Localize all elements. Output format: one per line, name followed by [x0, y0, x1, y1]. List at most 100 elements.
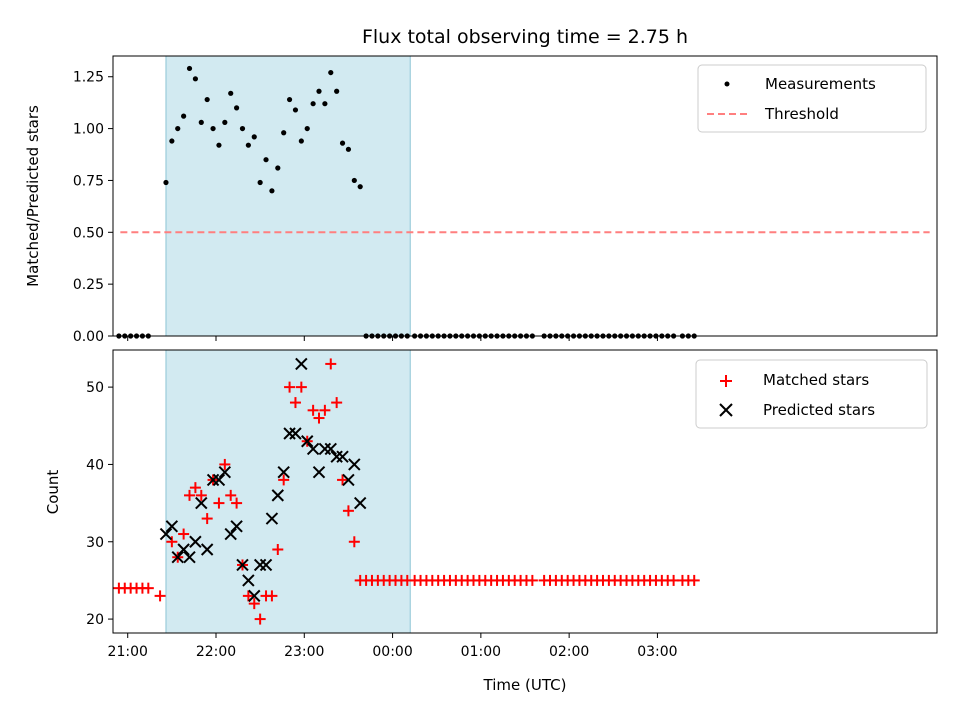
matched-star-point	[142, 582, 154, 594]
bottom-y-tick-label: 20	[86, 612, 104, 628]
predicted-star-point	[177, 543, 190, 556]
top-legend: Measurements Threshold	[697, 64, 927, 133]
predicted-star-point	[301, 435, 314, 448]
measurement-point	[175, 125, 181, 132]
top-y-tick-label: 0.25	[73, 277, 104, 293]
matched-star-point	[195, 489, 207, 501]
matched-star-point	[166, 536, 178, 548]
matched-star-point	[178, 528, 190, 540]
measurement-point	[257, 179, 263, 186]
measurement-point	[334, 88, 340, 94]
predicted-star-point	[230, 520, 243, 533]
predicted-star-point	[342, 473, 355, 487]
measurement-point	[204, 96, 210, 103]
bottom-y-tick-label: 40	[86, 457, 104, 473]
measurement-point	[310, 101, 316, 107]
measurement-point	[239, 125, 246, 132]
predicted-star-point	[200, 543, 214, 556]
predicted-star-point	[324, 442, 337, 456]
predicted-star-point	[171, 551, 184, 564]
bottom-legend: Matched stars Predicted stars	[695, 359, 928, 429]
bottom-panel: 20 30 40 50 21:00 22:00 23:00 00:00 01:00 02:00 03…	[44, 349, 938, 694]
top-y-tick-label: 0.50	[73, 225, 104, 241]
measurement-point	[181, 113, 187, 119]
predicted-star-point	[253, 558, 267, 572]
measurement-point	[186, 65, 193, 72]
predicted-star-point	[259, 558, 273, 572]
top-panel: 0.00 0.25 0.50 0.75 1.00 1.25 Matched/Predict…	[24, 55, 938, 345]
measurement-point	[163, 179, 169, 186]
predicted-star-point	[295, 357, 308, 371]
predicted-star-point	[306, 442, 320, 456]
matched-star-point	[201, 513, 213, 525]
top-y-axis-label: Matched/Predicted stars	[24, 105, 42, 287]
predicted-star-point	[348, 458, 361, 471]
matched-star-point	[331, 397, 343, 409]
chart-title: Flux total observing time = 2.75 h	[362, 26, 688, 48]
measurement-point	[216, 142, 222, 148]
measurement-point	[345, 146, 352, 152]
x-tick-label: 00:00	[372, 644, 412, 660]
matched-star-point	[313, 412, 325, 424]
x-axis-label: Time (UTC)	[483, 676, 567, 694]
predicted-star-point	[312, 465, 326, 479]
predicted-star-point	[165, 520, 179, 533]
measurement-point	[298, 138, 304, 144]
measurement-point	[275, 165, 281, 171]
matched-star-point	[154, 590, 166, 602]
matched-star-point	[184, 489, 196, 501]
matched-star-point	[284, 381, 296, 393]
predicted-star-point	[353, 496, 367, 510]
bottom-observing-window	[165, 349, 411, 634]
measurement-point	[339, 140, 346, 146]
matched-star-point	[213, 497, 225, 509]
top-y-tick-label: 0.00	[73, 329, 104, 345]
legend-predicted-marker	[719, 403, 733, 417]
predicted-star-point	[283, 427, 296, 440]
predicted-star-point	[195, 496, 208, 510]
matched-star-point	[307, 404, 319, 416]
matched-star-point	[319, 404, 331, 416]
measurement-point	[304, 125, 310, 132]
measurement-point	[263, 157, 269, 163]
measurement-point	[169, 138, 175, 144]
matched-star-point	[342, 505, 354, 517]
matched-star-point	[231, 497, 243, 509]
measurement-point	[351, 177, 357, 184]
measurement-point	[222, 119, 228, 125]
measurement-point	[357, 184, 363, 190]
bottom-y-tick-label: 50	[86, 380, 104, 396]
predicted-star-point	[336, 450, 349, 463]
predicted-star-point	[248, 589, 261, 603]
measurement-point	[245, 142, 251, 148]
matched-star-point	[219, 458, 231, 470]
matched-star-point	[688, 574, 700, 586]
measurement-point	[234, 105, 240, 111]
measurement-point	[192, 76, 198, 82]
matched-star-point	[278, 474, 290, 486]
measurement-point	[198, 119, 204, 125]
measurement-point	[228, 90, 234, 96]
measurement-point	[286, 96, 293, 103]
x-tick-label: 03:00	[637, 644, 677, 660]
measurement-point	[210, 125, 216, 132]
predicted-star-point	[277, 465, 290, 479]
top-y-tick-label: 1.00	[73, 122, 104, 138]
measurement-point	[322, 101, 328, 107]
measurement-point	[251, 134, 257, 140]
x-tick-label: 02:00	[549, 644, 589, 660]
legend-measurements-marker	[724, 81, 730, 87]
matched-star-point	[272, 543, 284, 555]
legend-measurements-label: Measurements	[765, 75, 876, 93]
predicted-star-point	[289, 427, 302, 440]
matched-star-point	[225, 489, 237, 501]
top-plot-frame	[112, 55, 938, 337]
top-observing-window	[165, 55, 411, 337]
predicted-star-point	[189, 535, 202, 548]
top-y-tick-label: 0.75	[73, 173, 104, 189]
predicted-star-point	[218, 465, 232, 479]
predicted-star-point	[242, 574, 255, 587]
matched-star-point	[325, 358, 337, 370]
measurement-point	[316, 88, 322, 94]
